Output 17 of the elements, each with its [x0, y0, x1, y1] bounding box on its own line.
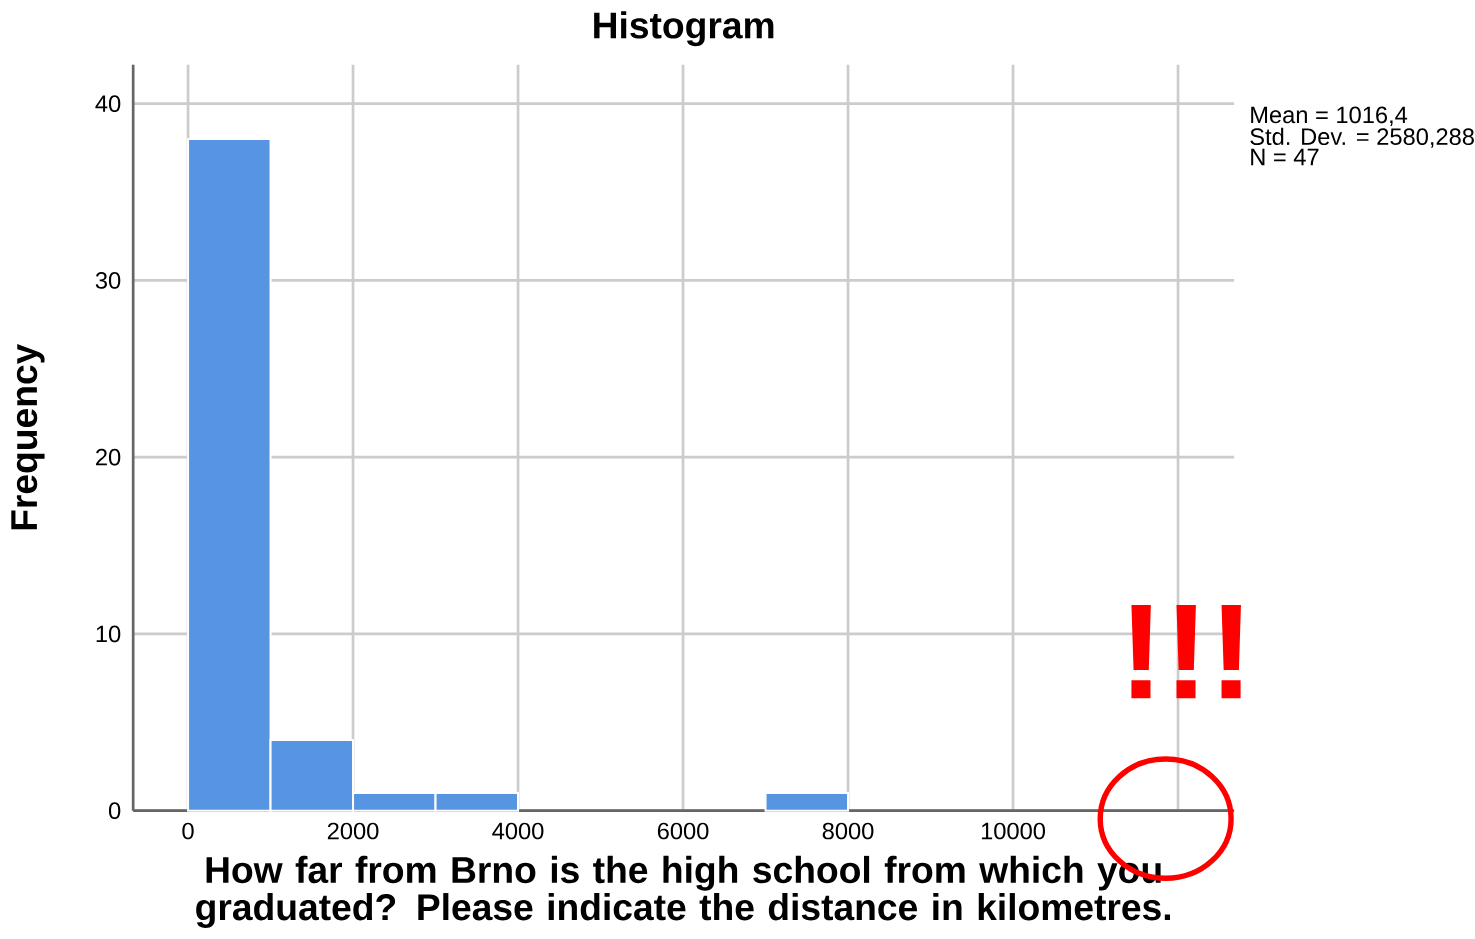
y-tick-label: 0 — [108, 802, 121, 819]
chart-title: Histogram — [594, 11, 774, 47]
x-tick-label: 6000 — [657, 822, 709, 840]
x-tick-label: 0 — [182, 822, 194, 840]
y-tick-label: 40 — [95, 95, 121, 112]
text: N = 47 — [1251, 148, 1319, 166]
x-tick-label: 2000 — [327, 822, 379, 840]
x-tick-label: 8000 — [822, 822, 874, 840]
x-tick-label: 4000 — [492, 822, 544, 840]
y-tick-label: 10 — [96, 625, 121, 643]
y-axis-title: Frequency — [11, 343, 45, 530]
text: Mean = 1016,4 — [1251, 106, 1408, 126]
annotation: !!! — [1131, 605, 1241, 699]
y-tick-label: 20 — [96, 448, 121, 466]
text: Std. Dev. = 2580,288 — [1250, 127, 1474, 148]
y-tick-label: 30 — [95, 272, 121, 289]
x-tick-label: 10000 — [981, 822, 1046, 840]
